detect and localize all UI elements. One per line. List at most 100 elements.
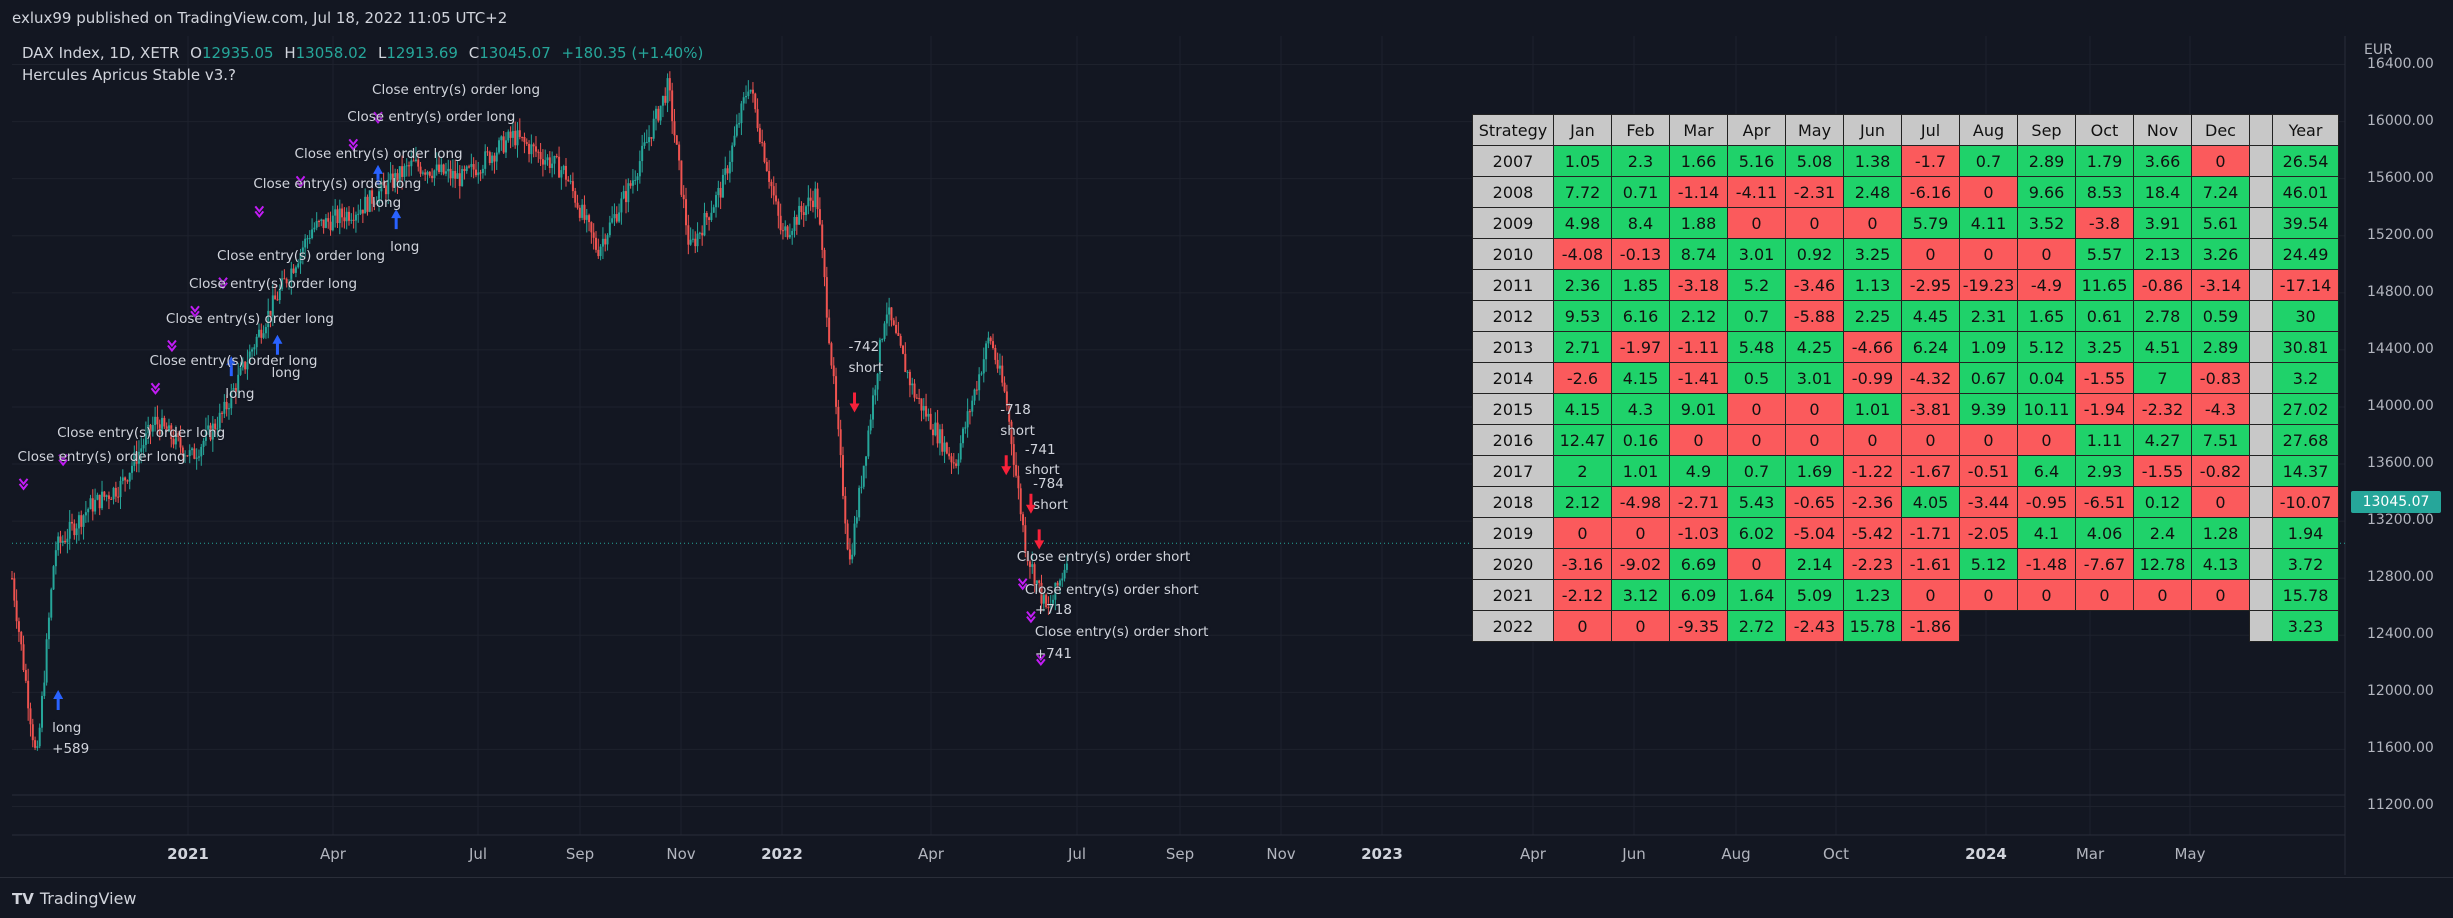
- candle-body: [606, 235, 609, 245]
- table-column-header: Strategy: [1472, 114, 1554, 146]
- candle-body: [740, 103, 743, 124]
- table-month-cell: 2.89: [2191, 331, 2250, 363]
- price-axis[interactable]: 11200.00 11600.00 12000.00 12400.00 12800.00…: [2345, 36, 2453, 876]
- candle-body: [71, 521, 74, 524]
- table-month-cell: -1.14: [1669, 176, 1728, 208]
- candle-body: [604, 238, 607, 245]
- candle-body: [615, 214, 618, 222]
- time-axis[interactable]: 2021 Apr Jul Sep Nov 2022 Apr Jul Sep Nov 2023 Apr J…: [0, 835, 2345, 875]
- candle-body: [521, 136, 524, 138]
- tradingview-brand[interactable]: 𝗧𝗩 TradingView: [12, 889, 137, 908]
- candle-body: [673, 121, 676, 136]
- candle-body: [354, 214, 357, 221]
- candle-body: [57, 536, 60, 551]
- table-month-cell: 6.09: [1669, 579, 1728, 611]
- candle-body: [980, 373, 983, 375]
- candle-body: [555, 156, 558, 158]
- candle-body: [195, 457, 198, 459]
- candle-body: [657, 108, 660, 121]
- candle-body: [911, 383, 914, 386]
- candle-body: [537, 151, 540, 153]
- table-column-header: Aug: [1959, 114, 2018, 146]
- table-month-cell: 5.16: [1727, 145, 1786, 177]
- candle-body: [1049, 605, 1052, 608]
- trade-annotation-label: Close entry(s) order long: [149, 353, 318, 370]
- candle-body: [770, 181, 773, 187]
- candle-body: [1022, 514, 1025, 526]
- candle-body: [281, 278, 284, 290]
- candle-body: [532, 144, 535, 147]
- candle-body: [421, 172, 424, 174]
- table-month-cell: 3.25: [2075, 331, 2134, 363]
- table-month-cell: 1.23: [1843, 579, 1902, 611]
- table-month-cell: 2.93: [2075, 455, 2134, 487]
- candle-body: [888, 307, 891, 315]
- table-month-cell: 0: [1727, 424, 1786, 456]
- candle-body: [68, 521, 71, 539]
- price-tick-label: 14400.00: [2367, 340, 2434, 357]
- trade-annotation-label: long: [390, 239, 420, 256]
- candle-body: [1038, 580, 1041, 583]
- table-month-cell: -1.03: [1669, 517, 1728, 549]
- table-month-cell: 0: [1959, 424, 2018, 456]
- candle-body: [745, 96, 748, 98]
- candle-body: [655, 108, 658, 119]
- table-month-cell: 0.7: [1727, 300, 1786, 332]
- candle-body: [978, 374, 981, 391]
- table-row: 2013 2.71 -1.97 -1.11 5.48 4.25 -4.66 6.24 1.09 5…: [1472, 331, 2339, 363]
- table-spacer-cell: [2249, 548, 2273, 580]
- table-month-cell: 5.43: [1727, 486, 1786, 518]
- candle-body: [661, 95, 664, 106]
- candle-body: [151, 425, 154, 432]
- candle-body: [705, 213, 708, 218]
- candle-body: [871, 395, 874, 420]
- price-change: +180.35 (+1.40%): [561, 44, 704, 62]
- table-month-cell: -4.9: [2017, 269, 2076, 301]
- candle-body: [994, 348, 997, 360]
- candle-body: [511, 130, 514, 138]
- table-month-cell: 7.51: [2191, 424, 2250, 456]
- table-month-cell: -0.83: [2191, 362, 2250, 394]
- candle-body: [756, 109, 759, 129]
- table-month-cell: 4.05: [1901, 486, 1960, 518]
- time-tick-label: 2021: [167, 845, 209, 863]
- candle-body: [80, 515, 83, 527]
- candle-body: [608, 222, 611, 236]
- table-month-cell: 2.72: [1727, 610, 1786, 642]
- table-column-header: Sep: [2017, 114, 2076, 146]
- candle-body: [1024, 525, 1027, 553]
- candle-body: [645, 142, 648, 144]
- ohlc-high: H13058.02: [284, 44, 368, 62]
- candle-body: [378, 191, 381, 203]
- candle-body: [495, 152, 498, 162]
- table-month-cell: 0: [1727, 207, 1786, 239]
- table-month-cell: 2.12: [1669, 300, 1728, 332]
- candle-body: [297, 263, 300, 268]
- candle-body: [680, 160, 683, 195]
- symbol-title[interactable]: DAX Index, 1D, XETR: [22, 44, 180, 62]
- table-year-cell: 2008: [1472, 176, 1554, 208]
- candle-body: [424, 172, 427, 175]
- candle-body: [989, 337, 992, 342]
- table-month-cell: 0: [2017, 238, 2076, 270]
- candle-body: [276, 299, 279, 301]
- candle-body: [484, 151, 487, 169]
- table-month-cell: -1.55: [2133, 455, 2192, 487]
- strategy-title[interactable]: Hercules Apricus Stable v3.?: [22, 66, 236, 84]
- table-row: 2022 0 0 -9.35 2.72 -2.43 15.78 -1.86 3.23: [1472, 610, 2339, 642]
- candle-body: [581, 204, 584, 218]
- candle-body: [534, 146, 537, 152]
- candle-body: [731, 145, 734, 162]
- candle-body: [775, 195, 778, 202]
- candle-body: [391, 173, 394, 188]
- candle-body: [525, 142, 528, 144]
- candle-body: [119, 480, 122, 498]
- table-month-cell: 0: [1901, 424, 1960, 456]
- table-month-cell: 3.25: [1843, 238, 1902, 270]
- table-month-cell: 3.01: [1727, 238, 1786, 270]
- candle-body: [315, 221, 318, 228]
- candle-body: [410, 160, 413, 167]
- candle-body: [331, 215, 334, 231]
- candle-body: [818, 209, 821, 225]
- table-month-cell: 3.01: [1785, 362, 1844, 394]
